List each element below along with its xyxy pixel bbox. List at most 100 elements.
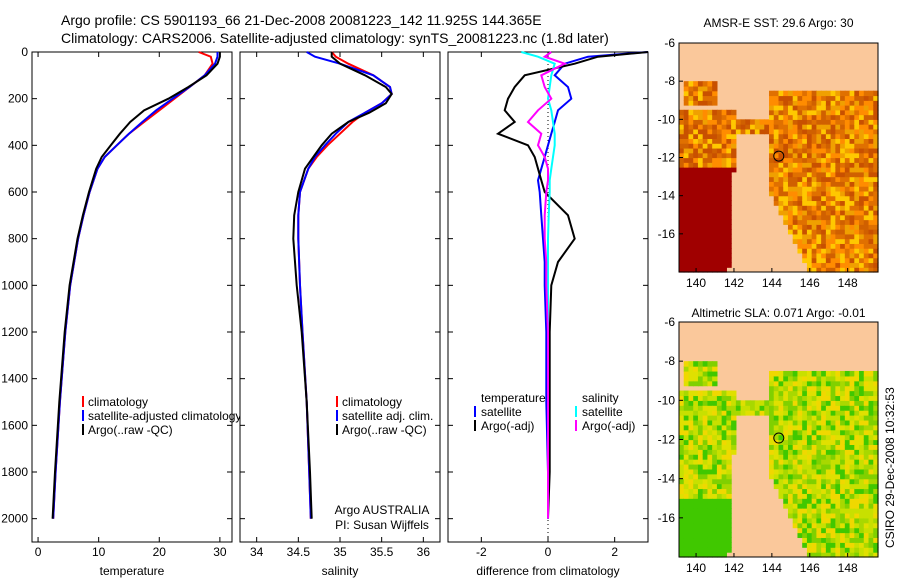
map-cell (726, 229, 732, 235)
map-cell (726, 205, 732, 211)
map-cell (702, 419, 709, 426)
map-cell (821, 252, 827, 259)
map-cell (773, 454, 780, 460)
map-cell (821, 219, 827, 225)
map-cell (783, 205, 789, 211)
map-cell (873, 95, 879, 101)
map-cell (721, 405, 727, 411)
map-cell (792, 508, 799, 514)
map-cell (806, 449, 813, 455)
map-cell (726, 248, 732, 254)
map-cell (679, 459, 685, 465)
map-cell (806, 542, 813, 548)
map-cell (830, 463, 836, 470)
map-cell (854, 119, 860, 125)
map-cell (873, 214, 879, 221)
legend-swatch (336, 410, 338, 421)
map-cell (688, 532, 694, 539)
map-cell (840, 503, 846, 509)
map-cell (802, 119, 808, 125)
map-cell (787, 209, 794, 216)
map-cell (825, 385, 832, 392)
map-cell (811, 181, 818, 187)
map-cell (844, 375, 851, 382)
map-cell (811, 468, 818, 475)
map-cell (868, 532, 874, 539)
legend-swatch (575, 406, 577, 417)
map-cell (844, 517, 851, 524)
map-cell (811, 527, 818, 534)
map-cell (797, 143, 803, 149)
map-cell (712, 439, 718, 445)
map-cell (873, 390, 879, 397)
map-cell (844, 508, 851, 514)
map-cell (707, 238, 713, 244)
map-cell (854, 243, 860, 249)
map-cell (731, 400, 737, 406)
map-cell (806, 395, 813, 401)
map-cell (683, 547, 690, 553)
map-cell (688, 434, 694, 441)
map-cell (873, 385, 879, 392)
map-cell (802, 124, 808, 130)
map-cell (835, 248, 841, 254)
map-cell (854, 439, 860, 445)
map-cell (783, 171, 789, 178)
map-cell (863, 410, 870, 416)
map-cell (683, 517, 690, 524)
map-cell (693, 195, 699, 202)
map-cell (854, 209, 860, 216)
map-cell (821, 405, 827, 411)
map-cell (806, 415, 813, 421)
map-cell (679, 243, 685, 249)
map-cell (721, 147, 727, 154)
map-cell (679, 493, 685, 499)
map-cell (854, 262, 860, 268)
map-cell (825, 444, 832, 450)
map-cell (688, 109, 694, 116)
map-cell (816, 95, 822, 101)
map-cell (797, 157, 803, 163)
map-cell (792, 233, 799, 240)
map-cell (873, 243, 879, 249)
map-cell (783, 395, 789, 401)
map-cell (740, 119, 746, 125)
map-cell (840, 167, 846, 173)
map-cell (797, 114, 803, 120)
map-cell (840, 114, 846, 120)
map-cell (697, 114, 704, 120)
map-cell (707, 434, 713, 441)
map-cell (726, 257, 732, 264)
map-cell (816, 171, 822, 178)
map-cell (849, 547, 855, 553)
map-cell (854, 257, 860, 264)
map-cell (811, 252, 818, 259)
map-cell (830, 527, 836, 534)
map-cell (825, 517, 832, 524)
map-cell (806, 243, 813, 249)
map-cell (726, 488, 732, 494)
map-cell (825, 434, 832, 441)
map-cell (816, 483, 822, 490)
map-cell (844, 262, 851, 268)
map-cell (721, 262, 727, 268)
map-cell (787, 454, 794, 460)
map-cell (683, 449, 690, 455)
map-cell (821, 105, 827, 111)
map-cell (835, 233, 841, 240)
map-cell (702, 205, 709, 211)
map-cell (811, 424, 818, 431)
map-cell (731, 444, 737, 450)
map-cell (859, 133, 865, 140)
map-cell (769, 147, 775, 154)
map-cell (769, 424, 775, 431)
map-cell (797, 468, 803, 475)
map-cell (716, 181, 723, 187)
map-cell (792, 459, 799, 465)
map-cell (825, 147, 832, 154)
map-cell (740, 400, 746, 406)
map-cell (859, 449, 865, 455)
map-cell (830, 483, 836, 490)
map-cell (859, 209, 865, 216)
map-cell (825, 171, 832, 178)
